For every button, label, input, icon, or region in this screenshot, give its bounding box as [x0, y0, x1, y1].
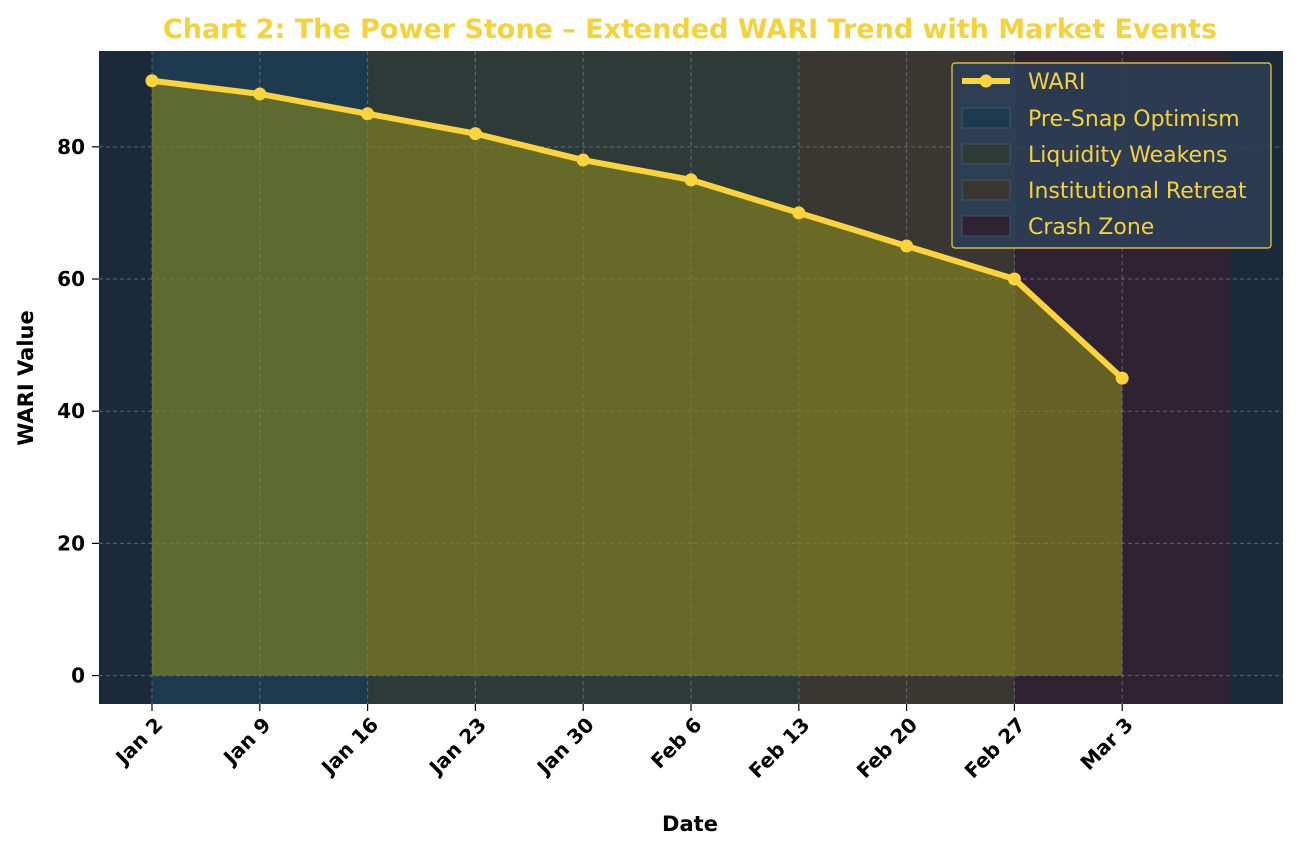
legend-label-liquidity-weakens: Liquidity Weakens [1028, 143, 1227, 168]
wari-point [576, 153, 590, 167]
legend-label-crash-zone: Crash Zone [1028, 215, 1154, 240]
x-tick-label: Jan 30 [531, 713, 599, 781]
legend-swatch-liquidity-weakens [961, 143, 1011, 165]
x-tick-label: Feb 6 [646, 713, 707, 774]
y-axis-ticks: 0 20 40 60 80 [57, 135, 99, 688]
legend-box [951, 62, 1272, 249]
x-tick-label: Feb 20 [852, 713, 922, 783]
y-axis-label: WARI Value [14, 310, 38, 445]
legend-swatch-institutional-retreat [961, 179, 1011, 201]
wari-point [468, 127, 482, 141]
wari-point [145, 74, 159, 88]
wari-point [253, 87, 267, 101]
wari-point [1007, 272, 1021, 286]
y-tick-label: 80 [57, 135, 85, 159]
chart-title: Chart 2: The Power Stone – Extended WARI… [163, 14, 1217, 45]
wari-point [792, 206, 806, 220]
x-tick-label: Jan 2 [110, 713, 168, 771]
x-tick-label: Jan 16 [315, 713, 383, 781]
x-tick-label: Mar 3 [1075, 713, 1137, 775]
wari-point [361, 107, 375, 121]
legend-swatch-crash-zone [961, 215, 1011, 237]
x-tick-label: Feb 27 [960, 713, 1030, 783]
wari-point [1115, 371, 1129, 385]
wari-line [149, 77, 1126, 382]
legend-label-institutional-retreat: Institutional Retreat [1028, 179, 1247, 204]
wari-series [145, 74, 1129, 385]
wari-point [900, 239, 914, 253]
legend-swatch-pre-snap-optimism [961, 107, 1011, 129]
legend-marker-swatch [979, 74, 993, 88]
wari-point [684, 173, 698, 187]
wari-area [152, 80, 1123, 676]
x-axis-ticks: Jan 2 Jan 9 Jan 16 Jan 23 Jan 30 Feb 6 Feb 13 F… [110, 704, 1138, 783]
y-tick-label: 60 [57, 267, 85, 291]
x-tick-label: Feb 13 [744, 713, 814, 783]
wari-area-fill [152, 80, 1123, 676]
y-tick-label: 40 [57, 399, 85, 423]
x-tick-label: Jan 9 [217, 713, 275, 771]
x-tick-label: Jan 23 [423, 713, 491, 781]
legend-label-wari: WARI [1028, 70, 1085, 95]
y-tick-label: 20 [57, 531, 85, 555]
legend: WARI Pre-Snap Optimism Liquidity Weakens In… [951, 62, 1272, 249]
legend-label-pre-snap-optimism: Pre-Snap Optimism [1028, 107, 1240, 132]
x-axis-label: Date [662, 812, 718, 836]
y-tick-label: 0 [71, 664, 85, 688]
